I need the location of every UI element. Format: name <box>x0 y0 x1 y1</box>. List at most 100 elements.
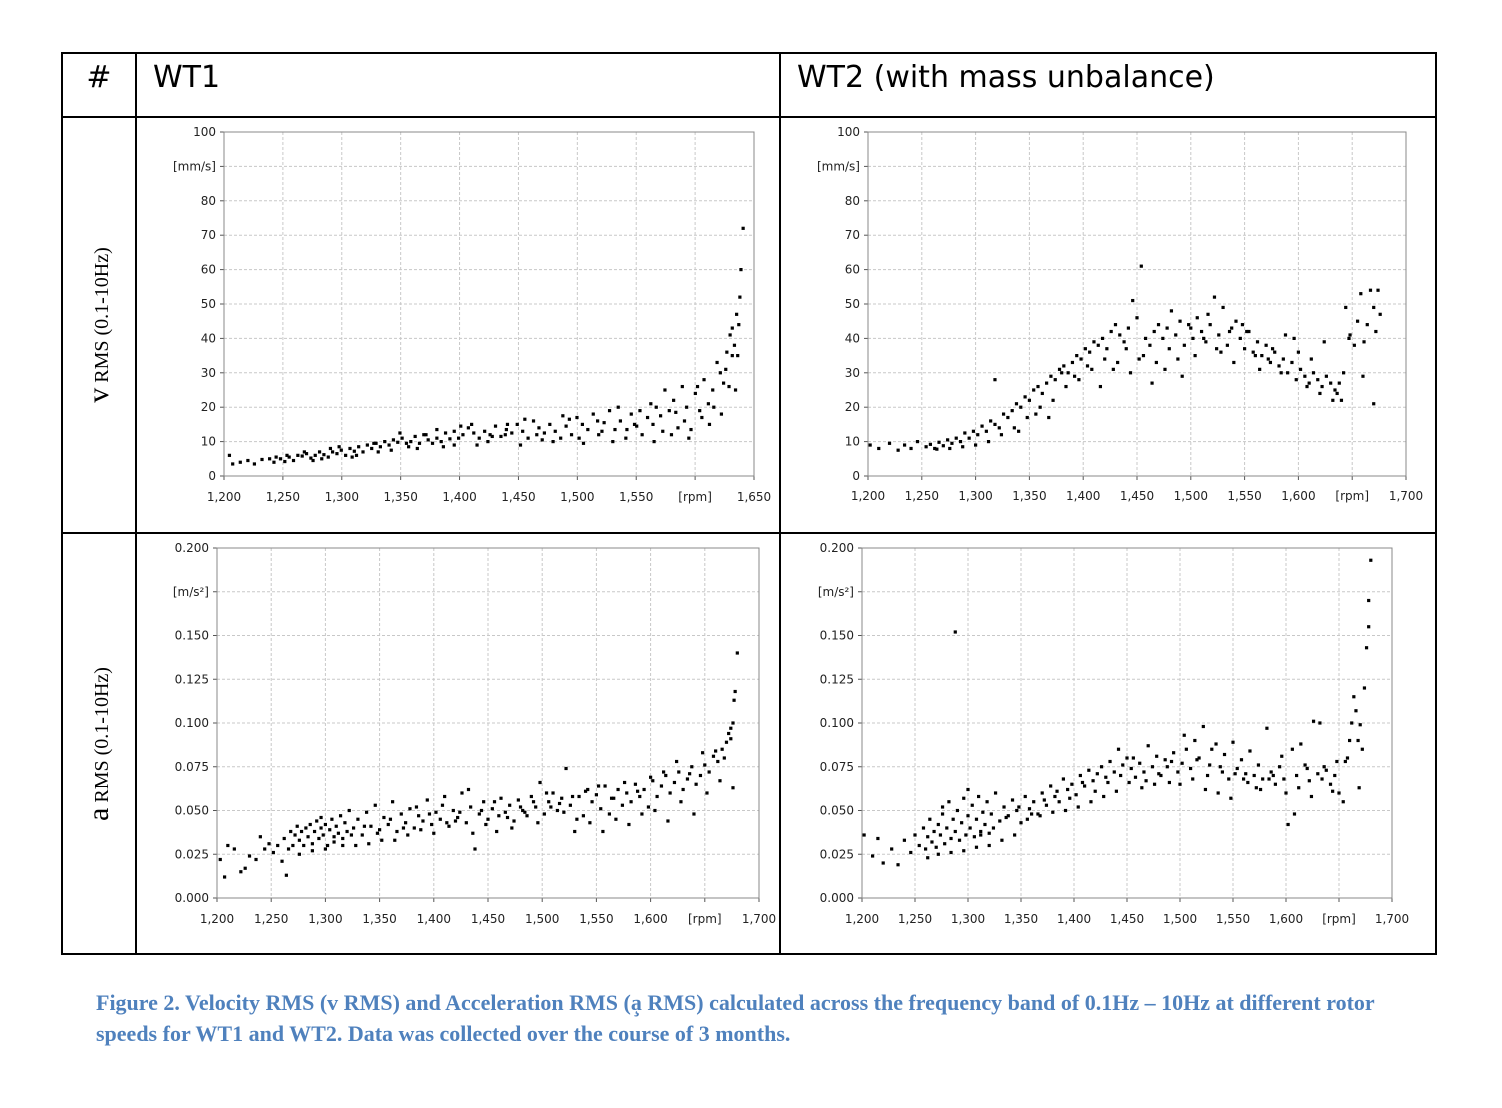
data-point <box>689 427 693 432</box>
data-point <box>341 836 345 841</box>
data-point <box>725 350 729 354</box>
data-point <box>716 759 720 764</box>
y-tick-label: [m/s²] <box>173 585 209 599</box>
data-point <box>1004 815 1008 820</box>
data-point <box>1299 742 1303 746</box>
data-point <box>1195 758 1199 762</box>
data-point <box>622 780 627 785</box>
y-tick-label: [mm/s] <box>173 159 216 173</box>
data-point <box>1358 723 1362 727</box>
data-point <box>1282 777 1286 781</box>
data-point <box>924 445 928 449</box>
data-point <box>559 436 563 440</box>
data-point <box>1083 347 1087 351</box>
data-point <box>1089 800 1093 804</box>
data-point <box>909 850 913 855</box>
data-point <box>391 438 396 442</box>
data-point <box>707 422 712 426</box>
data-point <box>928 817 932 821</box>
chart-wt1-velocity: 0 10 20 30 40 50 60 70 80 [mm/s] 100 1,200 1,250 1,30… <box>173 125 771 504</box>
data-point <box>352 449 356 453</box>
data-point <box>1106 780 1110 785</box>
data-point <box>1348 333 1352 337</box>
data-point <box>549 805 553 809</box>
data-point <box>382 815 386 820</box>
data-point <box>706 402 710 406</box>
data-point <box>651 779 655 783</box>
data-point <box>1034 412 1038 416</box>
data-point <box>640 433 644 437</box>
data-point <box>1352 343 1356 347</box>
data-point <box>868 443 872 447</box>
data-point <box>1038 814 1042 818</box>
data-point <box>286 847 291 851</box>
y-tick-label: 0.200 <box>820 541 854 555</box>
data-point <box>1155 754 1159 758</box>
data-point <box>345 829 349 834</box>
data-point <box>896 448 900 452</box>
data-point <box>380 838 384 842</box>
data-point <box>674 410 678 414</box>
data-point <box>1221 305 1225 310</box>
data-point <box>738 295 742 299</box>
data-point <box>243 866 247 870</box>
row-label-velocity-text: RMS (0.1-10Hz) <box>91 247 113 388</box>
data-point <box>295 824 299 828</box>
data-point <box>664 773 668 778</box>
data-point <box>934 845 938 849</box>
data-point <box>1270 347 1275 351</box>
data-point <box>581 441 586 445</box>
data-point <box>672 398 676 402</box>
data-point <box>278 457 283 461</box>
data-point <box>979 829 983 834</box>
x-tick-label: 1,200 <box>200 912 234 926</box>
data-point <box>732 698 736 702</box>
data-point <box>1001 412 1006 416</box>
data-point <box>564 424 568 428</box>
data-point <box>586 787 590 792</box>
data-point <box>424 433 428 437</box>
data-point <box>364 810 369 814</box>
data-point <box>921 826 926 830</box>
data-point <box>1169 759 1174 764</box>
data-point <box>1167 347 1171 351</box>
data-point <box>1027 398 1031 402</box>
data-point <box>553 429 557 433</box>
data-point <box>1032 800 1036 804</box>
data-point <box>896 863 900 867</box>
y-tick-label: 0.025 <box>820 847 854 861</box>
data-point <box>1269 770 1273 774</box>
data-point <box>1369 558 1373 562</box>
data-point <box>966 787 970 792</box>
data-point <box>953 630 957 634</box>
data-point <box>1027 807 1032 811</box>
data-point <box>361 450 365 454</box>
data-point <box>932 829 936 834</box>
data-point <box>388 817 393 821</box>
data-point <box>667 409 671 413</box>
x-tick-label: 1,350 <box>383 490 417 504</box>
data-point <box>542 812 546 816</box>
y-tick-label: 0.050 <box>175 804 209 818</box>
data-point <box>1240 323 1245 327</box>
data-point <box>323 822 327 827</box>
data-point <box>569 433 574 437</box>
data-point <box>1006 415 1010 420</box>
data-point <box>999 433 1004 437</box>
data-point <box>692 812 696 816</box>
data-point <box>1118 333 1122 337</box>
data-point <box>624 436 628 440</box>
data-point <box>551 440 555 444</box>
data-point <box>1000 838 1004 842</box>
x-tick-label: 1,550 <box>619 490 653 504</box>
y-tick-label: 40 <box>201 331 216 345</box>
x-tick-label: 1,300 <box>951 912 985 926</box>
data-point <box>1191 777 1195 781</box>
data-point <box>396 440 400 444</box>
data-point <box>461 433 465 437</box>
data-point <box>1286 371 1290 375</box>
data-point <box>1165 765 1169 769</box>
data-point <box>577 794 581 799</box>
data-point <box>1252 773 1256 778</box>
data-point <box>1345 756 1350 760</box>
